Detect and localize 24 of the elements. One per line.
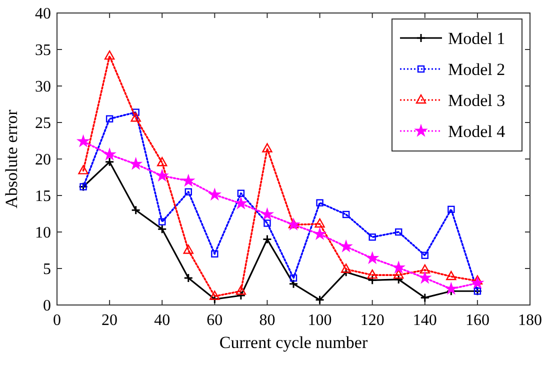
x-tick-label: 160: [465, 312, 490, 329]
y-tick-label: 5: [43, 261, 51, 278]
y-tick-label: 10: [35, 224, 51, 242]
legend-label: Model 2: [448, 60, 506, 79]
legend-label: Model 1: [448, 28, 506, 48]
legend-label: Model 3: [448, 90, 506, 110]
y-tick-label: 20: [35, 152, 51, 169]
y-axis-title: Absolute error: [2, 109, 21, 208]
x-tick-label: 40: [154, 312, 170, 329]
x-tick-label: 140: [412, 312, 437, 329]
x-tick-label: 60: [206, 312, 223, 329]
x-tick-label: 180: [518, 312, 542, 329]
x-tick-label: 120: [360, 312, 384, 329]
x-tick-label: 80: [259, 312, 276, 329]
y-tick-label: 25: [35, 115, 51, 132]
y-tick-label: 40: [35, 6, 51, 23]
y-tick-label: 35: [35, 42, 51, 60]
x-tick-label: 100: [308, 312, 332, 329]
x-axis-title: Current cycle number: [219, 333, 368, 352]
x-tick-label: 20: [102, 312, 118, 329]
y-tick-label: 30: [35, 78, 51, 96]
y-tick-label: 15: [35, 188, 51, 206]
legend-label: Model 4: [448, 122, 506, 141]
y-tick-label: 0: [43, 298, 51, 315]
